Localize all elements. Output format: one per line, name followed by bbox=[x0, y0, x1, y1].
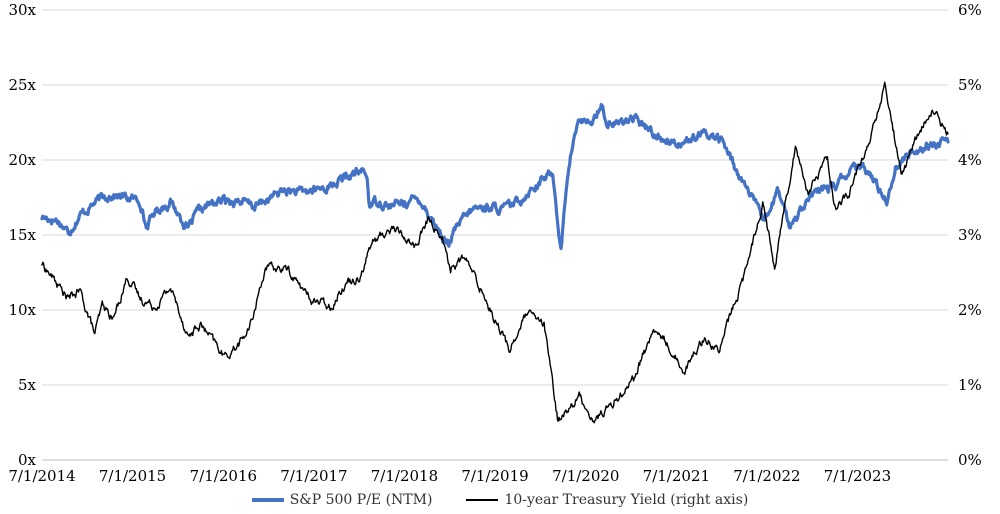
x-axis-tick-label: 7/1/2019 bbox=[461, 467, 528, 485]
legend: S&P 500 P/E (NTM) 10-year Treasury Yield… bbox=[0, 488, 1000, 512]
left-axis-tick-label: 0x bbox=[18, 451, 37, 469]
left-axis-tick-labels: 0x 5x 10x 15x 20x 25x 30x bbox=[8, 1, 36, 469]
legend-swatch-pe bbox=[251, 498, 284, 502]
right-axis-tick-label: 6% bbox=[958, 1, 982, 19]
right-axis-tick-label: 4% bbox=[958, 151, 982, 169]
treasury-yield-line bbox=[41, 81, 949, 424]
left-axis-tick-label: 10x bbox=[8, 301, 36, 319]
gridlines bbox=[42, 9, 948, 461]
x-axis-tick-label: 7/1/2023 bbox=[824, 467, 891, 485]
right-axis-tick-labels: 0% 1% 2% 3% 4% 5% 6% bbox=[958, 1, 982, 469]
x-axis-tick-label: 7/1/2022 bbox=[733, 467, 800, 485]
left-axis-tick-label: 15x bbox=[8, 226, 36, 244]
left-axis-tick-label: 30x bbox=[8, 1, 36, 19]
legend-label-pe: S&P 500 P/E (NTM) bbox=[289, 492, 433, 508]
x-axis-tick-labels: 7/1/2014 7/1/2015 7/1/2016 7/1/2017 7/1/2018… bbox=[8, 467, 891, 485]
x-axis-tick-label: 7/1/2020 bbox=[552, 467, 619, 485]
legend-swatch-yield bbox=[466, 499, 499, 501]
x-axis-tick-label: 7/1/2016 bbox=[190, 467, 257, 485]
legend-item-pe: S&P 500 P/E (NTM) bbox=[251, 492, 433, 508]
right-axis-tick-label: 0% bbox=[958, 451, 982, 469]
left-axis-tick-label: 20x bbox=[8, 151, 36, 169]
x-axis-tick-label: 7/1/2015 bbox=[99, 467, 166, 485]
left-axis-tick-label: 25x bbox=[8, 76, 36, 94]
legend-label-yield: 10-year Treasury Yield (right axis) bbox=[504, 492, 749, 508]
left-axis-tick-label: 5x bbox=[18, 376, 37, 394]
x-axis-tick-label: 7/1/2017 bbox=[280, 467, 347, 485]
x-axis-tick-label: 7/1/2018 bbox=[371, 467, 438, 485]
right-axis-tick-label: 2% bbox=[958, 301, 982, 319]
right-axis-tick-label: 3% bbox=[958, 226, 982, 244]
right-axis-tick-label: 1% bbox=[958, 376, 982, 394]
pe-ratio-line bbox=[40, 102, 950, 251]
legend-item-yield: 10-year Treasury Yield (right axis) bbox=[466, 492, 748, 508]
x-axis-tick-label: 7/1/2021 bbox=[643, 467, 710, 485]
right-axis-tick-label: 5% bbox=[958, 76, 982, 94]
series-lines bbox=[40, 81, 950, 424]
x-axis-tick-label: 7/1/2014 bbox=[8, 467, 75, 485]
